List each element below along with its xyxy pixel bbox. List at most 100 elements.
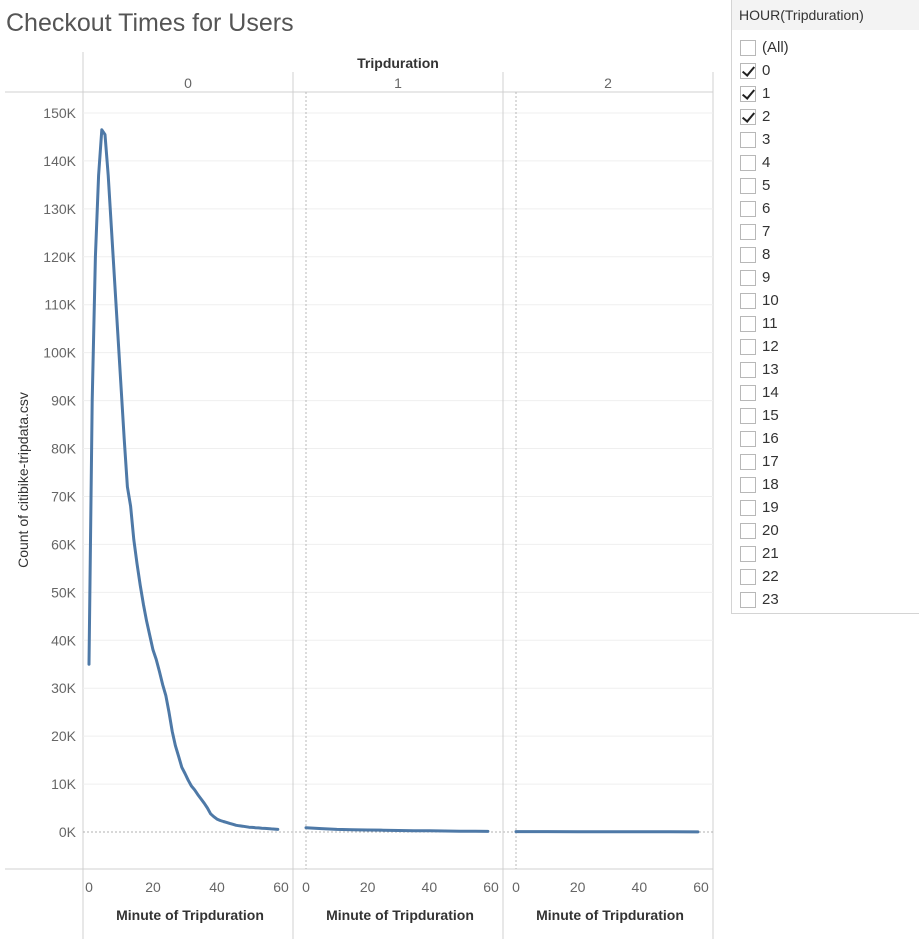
y-tick-label: 130K [43, 201, 76, 217]
filter-checkbox[interactable] [740, 85, 756, 102]
filter-item-4[interactable]: 4 [740, 151, 789, 174]
filter-item-5[interactable]: 5 [740, 174, 789, 197]
filter-checkbox[interactable] [740, 476, 756, 493]
filter-item-label: 4 [762, 154, 771, 171]
filter-item-16[interactable]: 16 [740, 427, 789, 450]
filter-item-all[interactable]: (All) [740, 36, 789, 59]
filter-item-label: 6 [762, 200, 771, 217]
filter-item-2[interactable]: 2 [740, 105, 789, 128]
filter-item-10[interactable]: 10 [740, 289, 789, 312]
filter-checkbox[interactable] [740, 361, 756, 378]
x-axis-label: Minute of Tripduration [326, 907, 474, 923]
y-tick-label: 50K [51, 584, 77, 600]
filter-item-label: 17 [762, 453, 779, 470]
x-tick-label: 40 [422, 879, 438, 895]
filter-item-label: 10 [762, 292, 779, 309]
filter-checkbox[interactable] [740, 177, 756, 194]
y-tick-label: 90K [51, 393, 77, 409]
filter-item-label: 22 [762, 568, 779, 585]
y-tick-label: 80K [51, 441, 77, 457]
filter-item-label: 14 [762, 384, 779, 401]
filter-checkbox[interactable] [740, 269, 756, 286]
y-tick-label: 0K [59, 824, 77, 840]
x-tick-label: 20 [145, 879, 161, 895]
filter-item-22[interactable]: 22 [740, 565, 789, 588]
filter-item-label: 15 [762, 407, 779, 424]
filter-checkbox[interactable] [740, 430, 756, 447]
x-axis-label: Minute of Tripduration [536, 907, 684, 923]
filter-item-0[interactable]: 0 [740, 59, 789, 82]
filter-item-label: 18 [762, 476, 779, 493]
filter-checkbox[interactable] [740, 200, 756, 217]
filter-item-6[interactable]: 6 [740, 197, 789, 220]
filter-item-9[interactable]: 9 [740, 266, 789, 289]
x-axis-label: Minute of Tripduration [116, 907, 264, 923]
filter-item-1[interactable]: 1 [740, 82, 789, 105]
filter-item-label: 8 [762, 246, 771, 263]
filter-checkbox[interactable] [740, 545, 756, 562]
x-tick-label: 20 [570, 879, 586, 895]
filter-item-3[interactable]: 3 [740, 128, 789, 151]
y-tick-label: 10K [51, 776, 77, 792]
filter-checkbox[interactable] [740, 499, 756, 516]
y-tick-label: 30K [51, 680, 77, 696]
filter-item-12[interactable]: 12 [740, 335, 789, 358]
filter-checkbox[interactable] [740, 522, 756, 539]
filter-item-label: (All) [762, 39, 789, 56]
filter-item-19[interactable]: 19 [740, 496, 789, 519]
x-tick-label: 60 [273, 879, 289, 895]
filter-item-23[interactable]: 23 [740, 588, 789, 611]
filter-item-label: 21 [762, 545, 779, 562]
y-tick-label: 40K [51, 632, 77, 648]
filter-item-label: 13 [762, 361, 779, 378]
filter-item-label: 1 [762, 85, 771, 102]
filter-checkbox[interactable] [740, 568, 756, 585]
y-tick-label: 20K [51, 728, 77, 744]
filter-checkbox[interactable] [740, 108, 756, 125]
filter-checkbox[interactable] [740, 223, 756, 240]
y-tick-label: 60K [51, 536, 77, 552]
filter-checkbox[interactable] [740, 62, 756, 79]
filter-item-15[interactable]: 15 [740, 404, 789, 427]
filter-item-label: 3 [762, 131, 771, 148]
filter-checkbox[interactable] [740, 131, 756, 148]
panel-header-2: 2 [604, 75, 612, 91]
x-tick-label: 0 [302, 879, 310, 895]
y-tick-label: 70K [51, 488, 77, 504]
filter-item-label: 7 [762, 223, 771, 240]
chart-title: Checkout Times for Users [6, 9, 294, 37]
filter-item-7[interactable]: 7 [740, 220, 789, 243]
filter-checkbox[interactable] [740, 591, 756, 608]
y-tick-label: 140K [43, 153, 76, 169]
filter-item-label: 16 [762, 430, 779, 447]
x-tick-label: 60 [693, 879, 709, 895]
filter-checkbox[interactable] [740, 154, 756, 171]
filter-item-14[interactable]: 14 [740, 381, 789, 404]
filter-checkbox[interactable] [740, 338, 756, 355]
x-tick-label: 20 [360, 879, 376, 895]
filter-checkbox[interactable] [740, 39, 756, 56]
filter-item-17[interactable]: 17 [740, 450, 789, 473]
filter-checkbox[interactable] [740, 292, 756, 309]
filter-item-21[interactable]: 21 [740, 542, 789, 565]
y-tick-label: 110K [44, 297, 76, 313]
filter-checkbox[interactable] [740, 246, 756, 263]
filter-title: HOUR(Tripduration) [732, 0, 919, 30]
series-line-panel-0 [87, 128, 280, 831]
filter-item-label: 19 [762, 499, 779, 516]
filter-list: (All) 0 1 2 3 4 5 6 7 8 9 10 11 12 13 14 15 16 17 18 19 20 21 2… [740, 36, 789, 611]
filter-item-20[interactable]: 20 [740, 519, 789, 542]
filter-item-13[interactable]: 13 [740, 358, 789, 381]
y-tick-label: 100K [43, 345, 76, 361]
filter-checkbox[interactable] [740, 407, 756, 424]
y-tick-label: 120K [43, 249, 76, 265]
filter-item-label: 12 [762, 338, 779, 355]
filter-item-18[interactable]: 18 [740, 473, 789, 496]
x-tick-label: 0 [512, 879, 520, 895]
filter-item-label: 2 [762, 108, 771, 125]
filter-checkbox[interactable] [740, 384, 756, 401]
filter-checkbox[interactable] [740, 315, 756, 332]
filter-item-11[interactable]: 11 [740, 312, 789, 335]
filter-item-8[interactable]: 8 [740, 243, 789, 266]
filter-checkbox[interactable] [740, 453, 756, 470]
